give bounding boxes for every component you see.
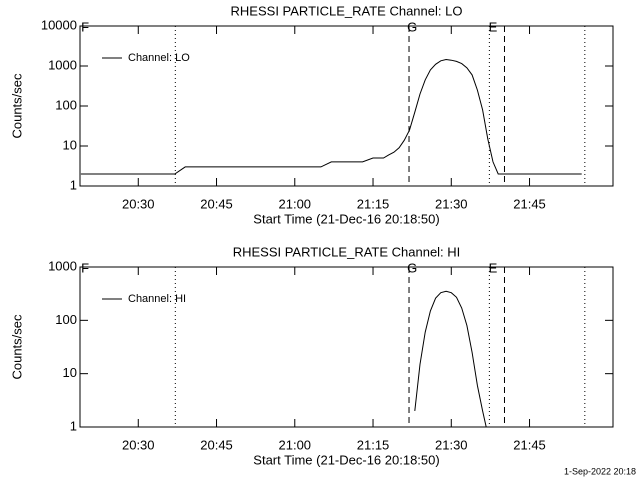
y-tick-label: 100 [55,312,77,327]
plot-frame [79,266,614,428]
x-tick-label: 21:45 [513,196,546,211]
annotation: E [489,19,498,34]
annotation: G [407,260,417,275]
data-line [80,58,582,175]
chart-title: RHESSI PARTICLE_RATE Channel: HI [233,244,461,259]
y-tick-label: 1000 [48,57,77,72]
x-tick-label: 21:00 [279,196,312,211]
x-tick-label: 21:45 [513,437,546,452]
y-tick-label: 10000 [41,17,77,32]
x-tick-label: 20:30 [122,437,155,452]
x-axis-label: Start Time (21-Dec-16 20:18:50) [253,211,439,226]
annotation: F [81,260,89,275]
x-tick-label: 21:15 [357,196,390,211]
annotation: E [489,260,498,275]
y-tick-label: 1000 [48,258,77,273]
y-axis-label: Counts/sec [9,73,24,139]
y-tick-label: 1 [70,418,77,433]
x-tick-label: 20:30 [122,196,155,211]
x-tick-label: 20:45 [200,196,233,211]
chart-title: RHESSI PARTICLE_RATE Channel: LO [231,3,463,18]
x-axis-label: Start Time (21-Dec-16 20:18:50) [253,452,439,467]
annotation: G [407,19,417,34]
x-tick-label: 21:00 [279,437,312,452]
legend-label: Channel: LO [128,52,190,64]
y-tick-label: 10 [63,365,77,380]
y-axis-label: Counts/sec [9,314,24,380]
x-tick-label: 21:30 [435,196,468,211]
y-tick-label: 10 [63,137,77,152]
x-tick-label: 21:15 [357,437,390,452]
legend-label: Channel: HI [128,293,186,305]
data-line [414,290,487,428]
annotation: F [81,19,89,34]
footer: 1-Sep-2022 20:18 [564,466,636,476]
x-tick-label: 20:45 [200,437,233,452]
y-tick-label: 1 [70,177,77,192]
y-tick-label: 100 [55,97,77,112]
x-tick-label: 21:30 [435,437,468,452]
